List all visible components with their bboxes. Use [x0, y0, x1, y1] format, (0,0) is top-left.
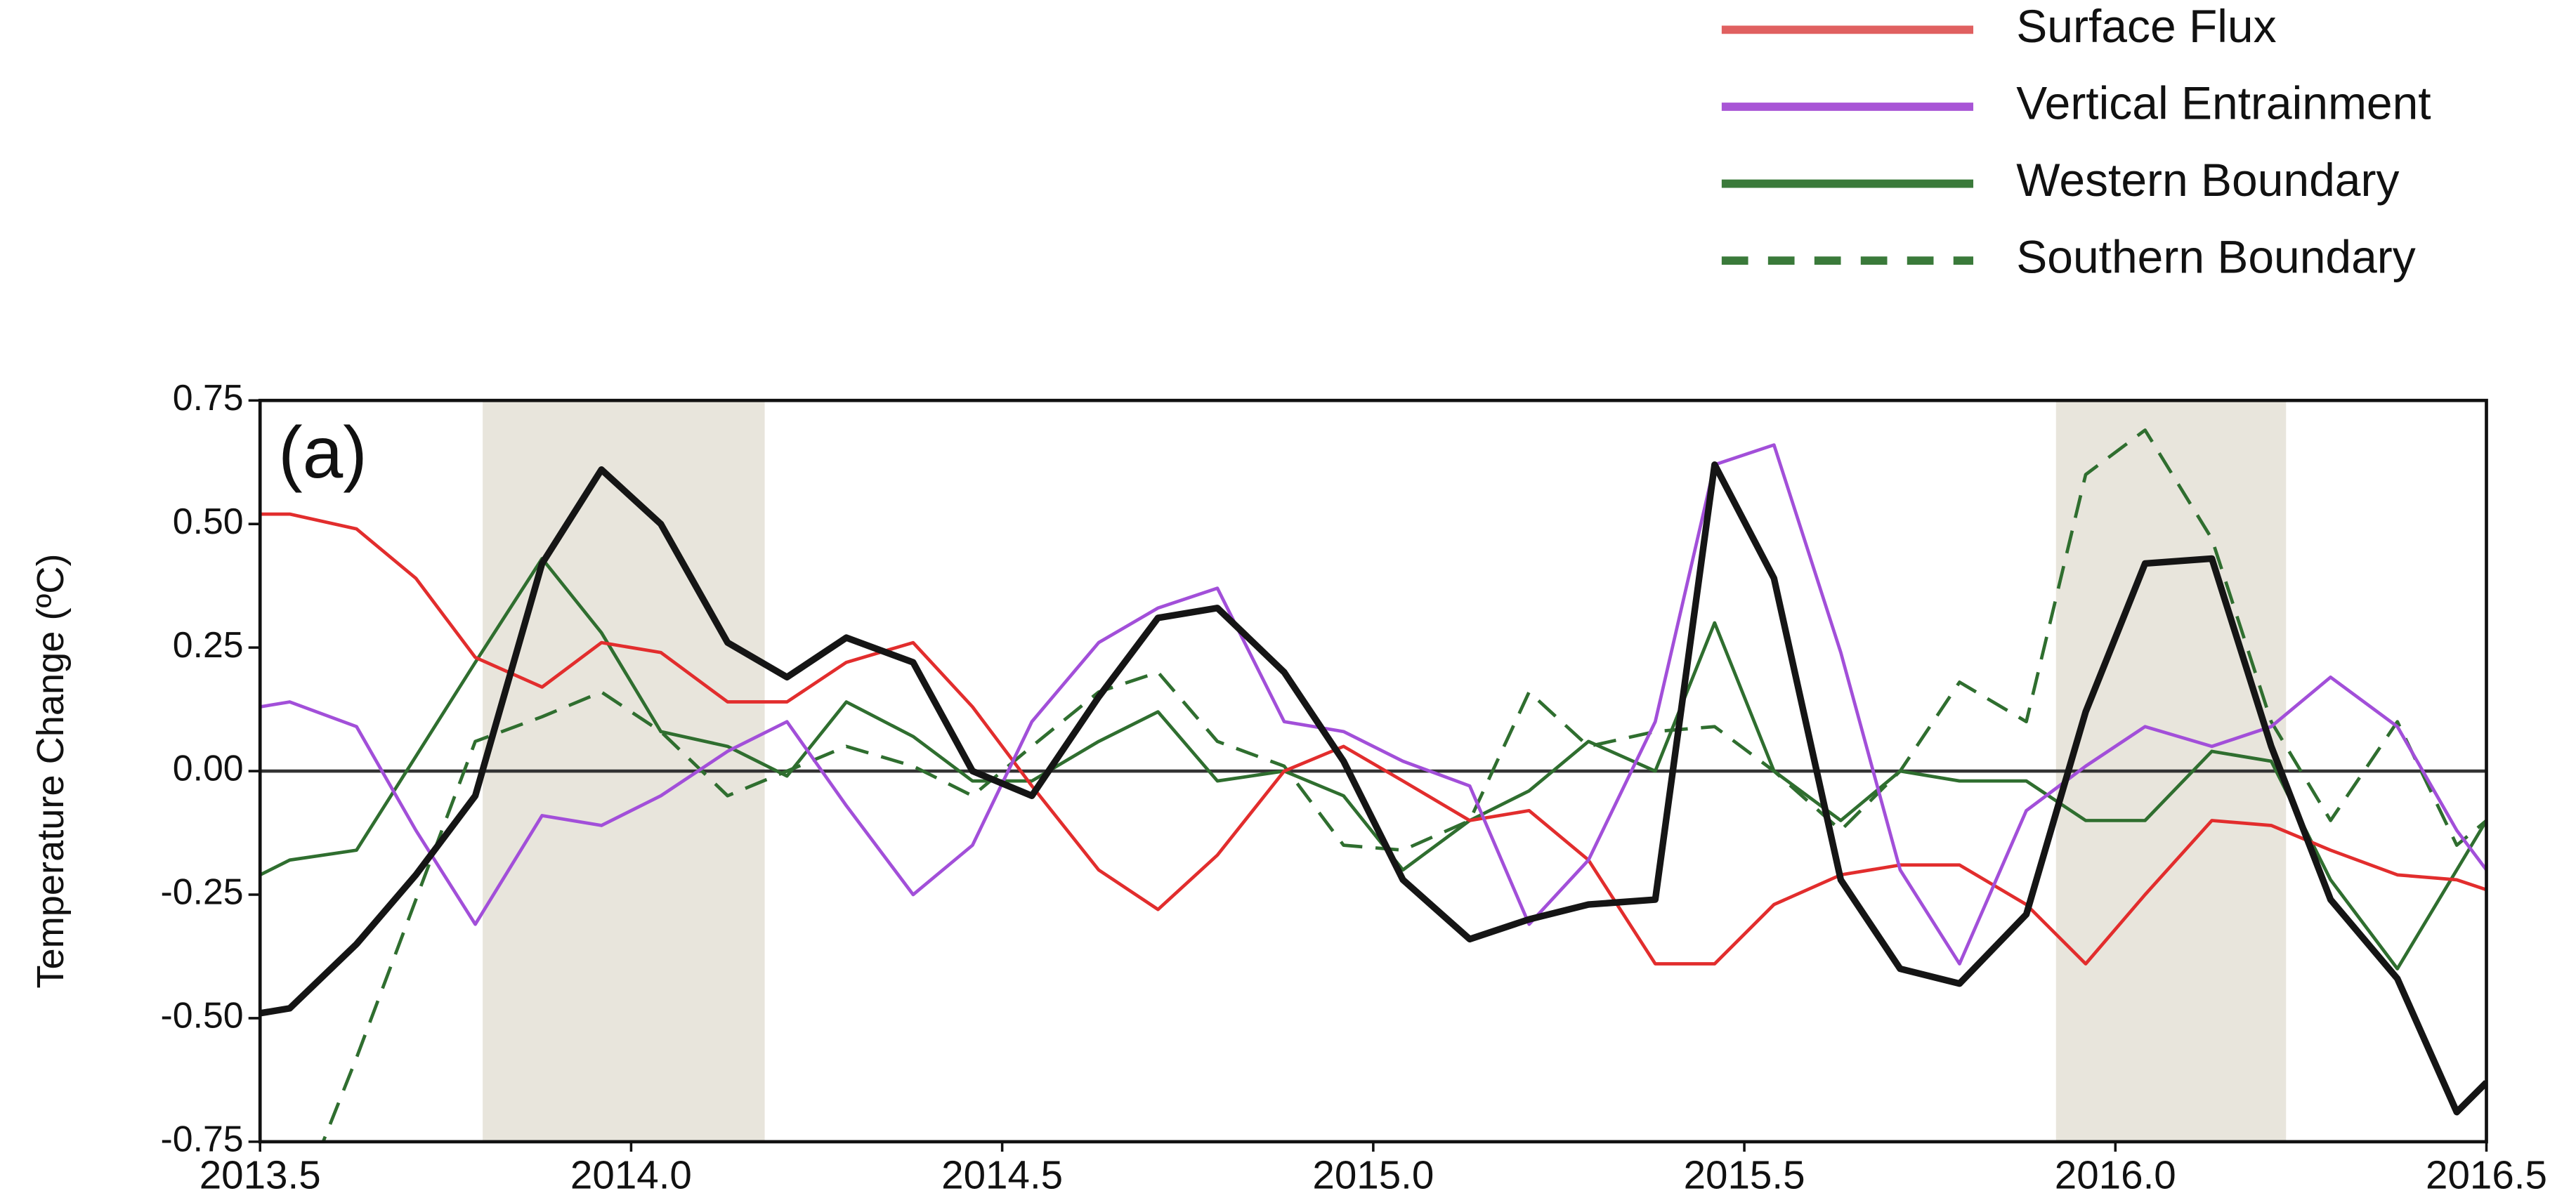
y-tick-label: -0.50	[161, 995, 244, 1036]
legend-label: Surface Flux	[2016, 0, 2276, 52]
legend-label: Western Boundary	[2016, 154, 2399, 206]
x-tick-label: 2016.5	[2426, 1153, 2547, 1197]
x-tick-label: 2014.5	[941, 1153, 1063, 1197]
series-line	[260, 557, 2487, 970]
plot-lines	[260, 428, 2487, 1142]
y-tick-label: 0.75	[173, 377, 244, 418]
series-line	[260, 512, 2487, 966]
x-tick-label: 2013.5	[200, 1153, 321, 1197]
y-tick-label: 0.25	[173, 624, 244, 665]
y-tick-label: -0.25	[161, 871, 244, 912]
x-tick-label: 2014.0	[570, 1153, 692, 1197]
x-tick-label: 2016.0	[2055, 1153, 2176, 1197]
x-tick-label: 2015.5	[1684, 1153, 1805, 1197]
series-line	[260, 443, 2487, 966]
y-axis-label: Temperature Change (ºC)	[30, 553, 72, 988]
y-tick-label: 0.00	[173, 748, 244, 789]
series-line	[321, 428, 2487, 1142]
panel-annotation: (a)	[278, 412, 367, 493]
plot-frame	[258, 398, 2488, 1144]
y-tick-label: 0.50	[173, 501, 244, 541]
series-line	[260, 461, 2487, 1116]
legend-label: Southern Boundary	[2016, 231, 2415, 283]
x-tick-label: 2015.0	[1312, 1153, 1434, 1197]
legend-label: Vertical Entrainment	[2016, 77, 2431, 129]
y-tick-label: -0.75	[161, 1119, 244, 1159]
